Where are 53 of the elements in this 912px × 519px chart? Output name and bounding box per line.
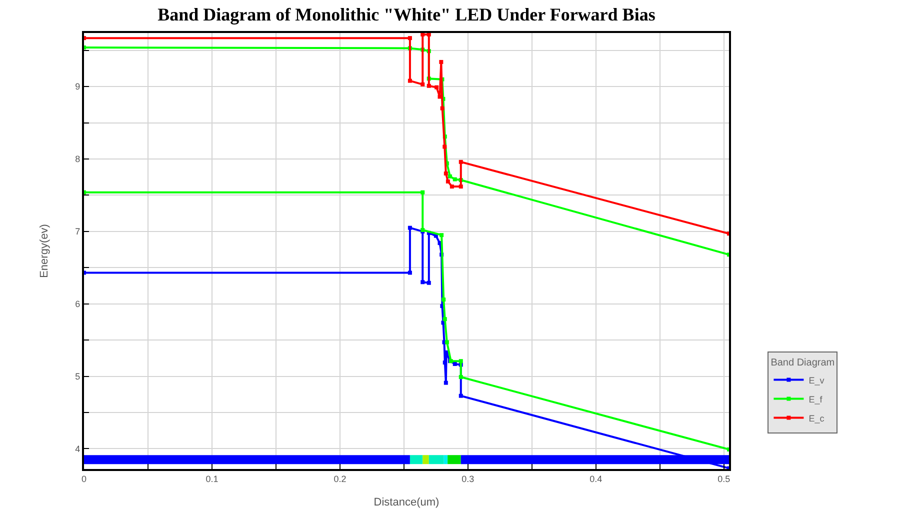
x-tick-label: 0.5	[718, 474, 730, 484]
point	[444, 380, 448, 385]
point	[426, 33, 431, 36]
point	[434, 85, 439, 90]
point	[440, 106, 444, 110]
legend-label: E_c	[808, 413, 825, 424]
x-tick-label: 0.4	[590, 474, 602, 484]
point	[420, 280, 425, 284]
y-tick-label: 5	[75, 371, 80, 382]
y-tick-label: 9	[75, 82, 80, 92]
point	[426, 84, 431, 88]
point	[439, 60, 444, 64]
legend-title: Band Diagram	[770, 357, 835, 368]
point	[408, 36, 412, 40]
x-axis-title: Distance(um)	[374, 496, 440, 508]
point	[458, 359, 463, 364]
legend-label: E_f	[808, 394, 823, 404]
point	[420, 82, 425, 86]
point	[408, 78, 412, 83]
point	[420, 33, 425, 36]
point	[450, 184, 454, 189]
x-tick-label: 0.2	[334, 474, 346, 484]
point	[448, 174, 452, 178]
point	[458, 375, 463, 380]
point	[442, 298, 446, 302]
point	[408, 226, 412, 230]
point	[408, 270, 412, 275]
point	[458, 184, 463, 189]
y-axis-title: Energy(ev)	[38, 224, 50, 278]
legend-label: E_v	[808, 375, 825, 386]
x-tick-label: 0	[81, 474, 87, 484]
point	[444, 172, 448, 176]
y-tick-label: 7	[75, 226, 80, 237]
point	[452, 362, 457, 366]
point	[426, 280, 431, 285]
y-tick-label: 4	[75, 444, 80, 454]
x-tick-label: 0.1	[206, 474, 218, 484]
y-tick-label: 6	[75, 299, 80, 310]
point	[458, 160, 463, 164]
point	[440, 233, 444, 238]
point	[442, 144, 447, 149]
point	[442, 317, 447, 322]
point	[444, 340, 449, 344]
line-series	[84, 190, 729, 452]
x-tick-label: 0.3	[462, 474, 474, 484]
line-series	[84, 226, 729, 469]
y-tick-label: 8	[75, 154, 80, 164]
point	[438, 94, 442, 99]
point	[452, 177, 457, 182]
point	[446, 179, 450, 184]
point	[420, 190, 425, 194]
chart-title: Band Diagram of Monolithic "White" LED Under Forward Bias	[158, 4, 656, 24]
point	[458, 394, 463, 398]
